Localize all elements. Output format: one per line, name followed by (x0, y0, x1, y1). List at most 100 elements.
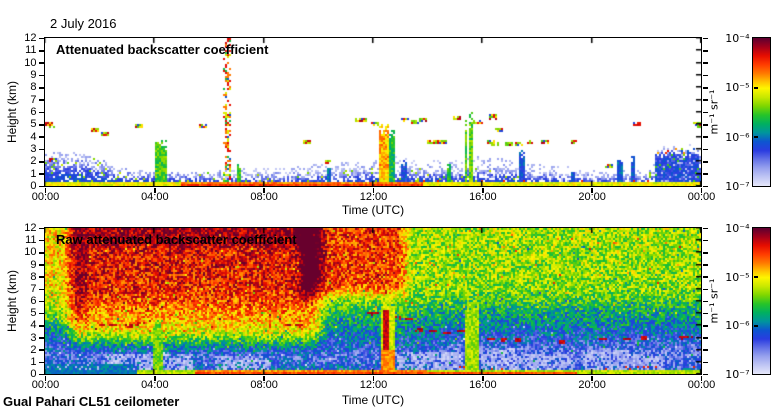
top-panel-title: Attenuated backscatter coefficient (56, 42, 269, 57)
x-tick-mark (372, 376, 375, 381)
x-tick-label: 00:00 (687, 191, 716, 203)
y-tick-mark (703, 62, 708, 64)
x-tick-mark (700, 188, 703, 193)
y-tick-label: 8 (30, 270, 37, 283)
x-tick-mark (44, 376, 47, 381)
y-tick-label: 0 (30, 368, 37, 380)
colorbar-unit-bottom: m⁻¹ sr⁻¹ (707, 278, 721, 324)
y-tick-mark (703, 325, 708, 327)
y-tick-mark (38, 239, 44, 242)
y-tick-mark (38, 349, 44, 351)
y-tick-label: 4 (30, 130, 37, 143)
y-tick-label: 6 (30, 106, 37, 118)
colorbar-tick-mark (753, 87, 758, 89)
x-tick-mark (44, 188, 47, 193)
y-tick-label: 3 (30, 331, 37, 344)
y-tick-mark (38, 264, 44, 266)
x-tick-label: 00:00 (687, 379, 716, 391)
y-tick-label: 8 (30, 81, 37, 94)
y-tick-label: 7 (30, 282, 37, 295)
y-tick-mark (703, 252, 708, 254)
colorbar-bottom (752, 227, 771, 375)
y-tick-mark (703, 74, 708, 77)
instrument-label: Gual Pahari CL51 ceilometer (3, 394, 180, 409)
y-tick-label: 5 (30, 118, 37, 131)
raw-heatmap-canvas (45, 228, 701, 374)
x-tick-mark (700, 376, 703, 381)
y-tick-mark (38, 87, 44, 89)
y-tick-mark (703, 185, 708, 188)
y-tick-label: 5 (30, 307, 37, 320)
x-tick-label: 04:00 (141, 191, 169, 203)
colorbar-tick-label: 10⁻⁵ (725, 81, 750, 95)
y-tick-mark (38, 124, 44, 126)
colorbar-unit-top: m⁻¹ sr⁻¹ (707, 89, 721, 135)
y-tick-mark (703, 37, 708, 40)
y-tick-mark (38, 62, 44, 64)
colorbar-tick-label: 10⁻⁵ (725, 270, 750, 284)
x-tick-mark (154, 188, 156, 193)
y-tick-mark (703, 300, 708, 303)
x-tick-label: 00:00 (31, 191, 60, 203)
y-tick-label: 11 (25, 44, 37, 57)
y-tick-mark (703, 124, 708, 126)
colorbar-tick-label: 10⁻⁷ (725, 368, 750, 381)
x-tick-label: 08:00 (250, 379, 278, 391)
y-tick-mark (703, 361, 708, 364)
x-tick-label: 16:00 (469, 191, 497, 203)
colorbar-tick-label: 10⁻⁶ (725, 319, 750, 333)
x-tick-label: 08:00 (250, 191, 278, 203)
y-tick-mark (38, 227, 44, 230)
y-tick-mark (38, 288, 44, 291)
x-axis-label-top: Time (UTC) (341, 203, 405, 217)
y-tick-label: 10 (24, 56, 37, 69)
date-label: 2 July 2016 (50, 16, 117, 31)
y-tick-label: 4 (30, 319, 37, 332)
y-tick-label: 3 (30, 143, 37, 155)
x-tick-label: 00:00 (31, 379, 60, 391)
y-tick-label: 9 (30, 258, 37, 271)
y-tick-mark (703, 87, 708, 89)
y-tick-mark (38, 37, 44, 40)
y-tick-mark (703, 50, 708, 52)
y-tick-mark (703, 161, 708, 163)
y-tick-mark (38, 50, 44, 52)
attenuated-backscatter-panel (44, 37, 702, 187)
y-tick-mark (703, 148, 708, 151)
y-tick-mark (38, 111, 44, 114)
y-tick-mark (38, 185, 44, 188)
y-tick-mark (703, 337, 708, 339)
x-tick-mark (591, 188, 593, 193)
y-tick-mark (703, 111, 708, 114)
y-tick-mark (38, 252, 44, 254)
y-tick-mark (703, 288, 708, 291)
y-tick-mark (703, 276, 708, 278)
y-tick-label: 7 (30, 93, 37, 106)
y-tick-mark (38, 276, 44, 278)
y-tick-mark (38, 161, 44, 163)
x-tick-mark (591, 376, 593, 381)
colorbar-tick-label: 10⁻⁴ (725, 32, 750, 45)
y-tick-label: 2 (30, 155, 37, 168)
y-tick-mark (38, 173, 44, 175)
y-tick-label: 9 (30, 69, 37, 81)
y-tick-mark (703, 312, 708, 315)
raw-backscatter-panel (44, 227, 702, 375)
y-tick-mark (38, 300, 44, 303)
y-tick-mark (703, 227, 708, 230)
y-tick-mark (38, 99, 44, 101)
y-tick-mark (703, 349, 708, 351)
y-tick-label: 10 (24, 246, 37, 259)
x-tick-label: 20:00 (578, 191, 606, 203)
y-tick-label: 1 (30, 167, 37, 180)
x-axis-label-bottom: Time (UTC) (341, 393, 405, 407)
y-tick-mark (703, 373, 708, 376)
colorbar-tick-mark (753, 325, 758, 327)
y-tick-label: 12 (24, 222, 37, 234)
colorbar-top (752, 37, 771, 187)
x-tick-label: 20:00 (578, 379, 606, 391)
x-tick-mark (482, 188, 484, 193)
y-tick-mark (38, 136, 44, 138)
x-tick-label: 12:00 (359, 191, 388, 203)
